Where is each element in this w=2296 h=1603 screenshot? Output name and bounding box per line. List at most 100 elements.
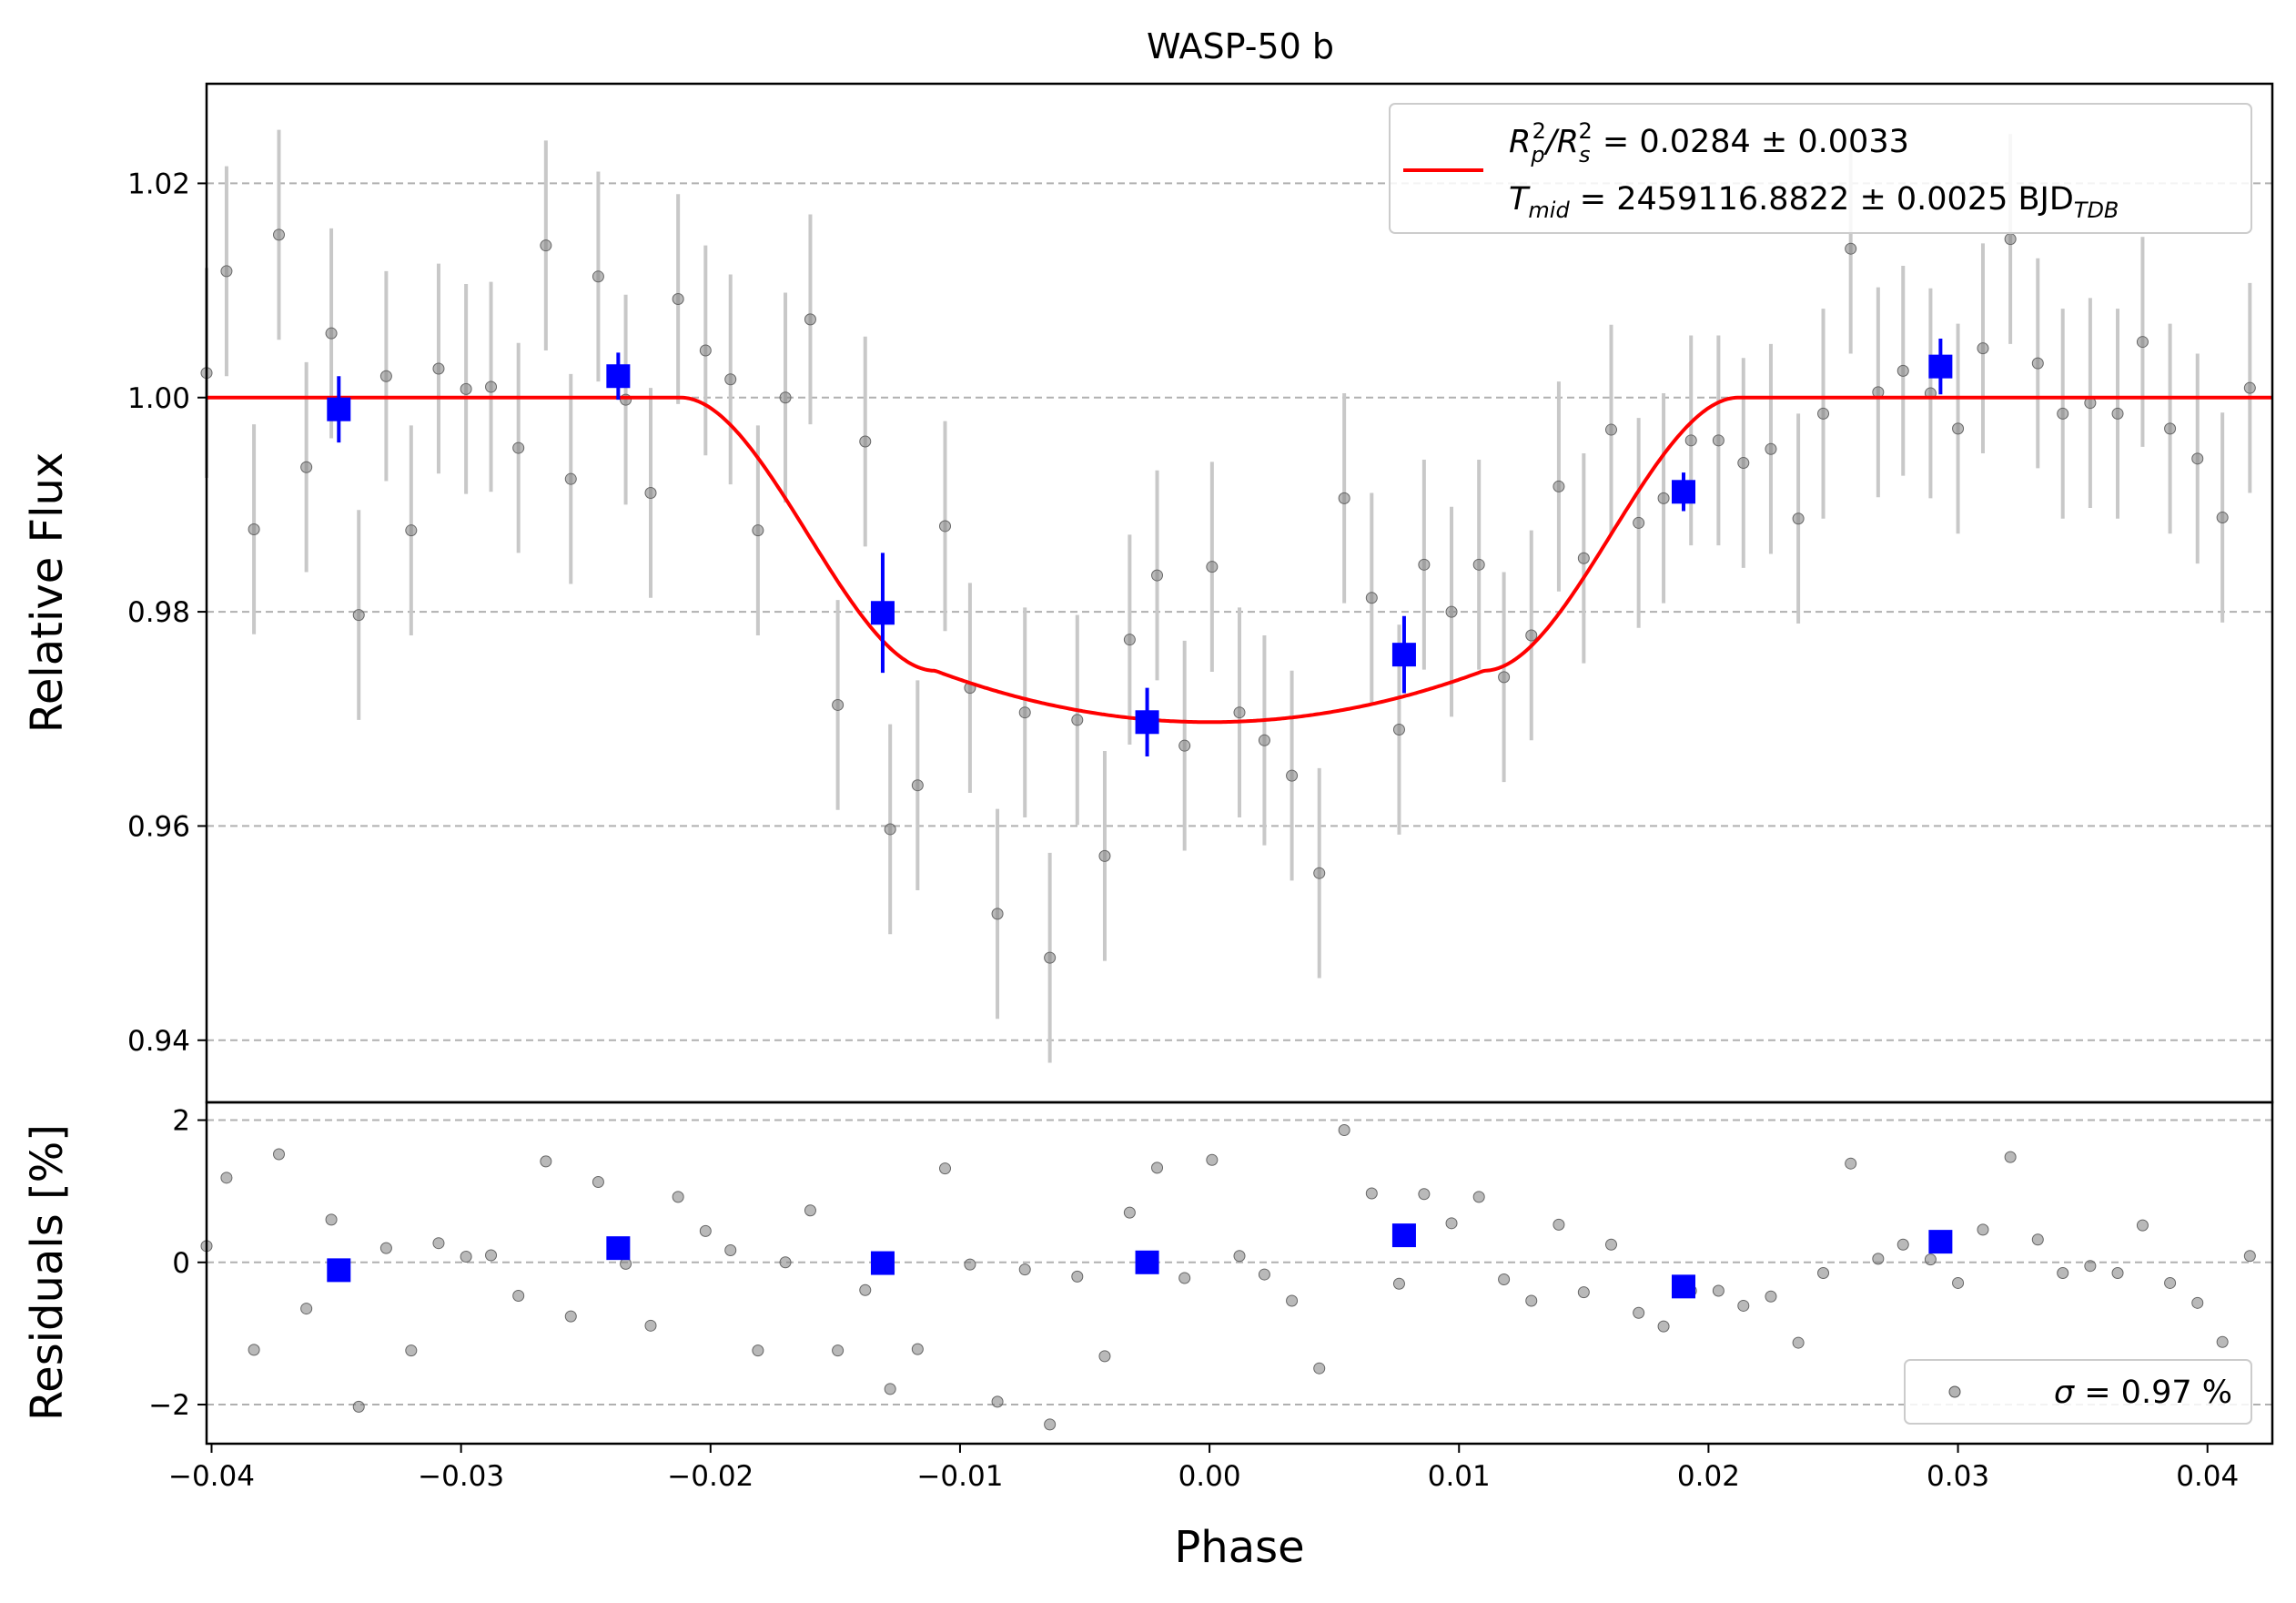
raw-point <box>1445 605 1458 618</box>
raw-point <box>300 461 313 473</box>
residual-point <box>699 1224 712 1237</box>
binned-point <box>1391 643 1416 667</box>
top-legend-box <box>1389 103 2252 234</box>
raw-point <box>512 441 525 454</box>
residual-point <box>352 1400 365 1413</box>
binned-residual-point <box>870 1251 895 1275</box>
residual-point <box>1952 1276 1965 1289</box>
raw-point <box>1977 342 1989 355</box>
x-axis-label: Phase <box>1174 1522 1304 1573</box>
binned-point <box>606 364 631 389</box>
raw-point <box>1604 423 1617 436</box>
raw-point <box>2031 357 2044 370</box>
residual-point <box>1365 1187 1378 1200</box>
residual-point <box>564 1310 577 1323</box>
raw-point <box>2191 452 2204 465</box>
legend-tmid-label: Tmid = 2459116.8822 ± 0.0025 BJDTDB <box>1509 181 2119 223</box>
residual-point <box>1924 1253 1937 1266</box>
raw-point <box>911 779 924 792</box>
x-tick-label: 0.00 <box>1178 1460 1241 1493</box>
raw-point <box>672 293 684 306</box>
residual-point <box>1872 1253 1885 1265</box>
residual-point <box>379 1242 392 1254</box>
x-tick-label: −0.04 <box>168 1460 255 1493</box>
raw-point <box>1178 739 1191 752</box>
residual-point <box>1313 1362 1326 1375</box>
binned-residual-point <box>1928 1230 1953 1254</box>
residual-point <box>991 1395 1004 1408</box>
raw-point <box>352 609 365 622</box>
residual-point <box>752 1344 764 1357</box>
x-tick-label: 0.01 <box>1428 1460 1491 1493</box>
raw-point <box>1712 434 1725 447</box>
raw-point <box>564 472 577 485</box>
raw-point <box>1845 242 1857 255</box>
raw-point <box>1633 516 1645 529</box>
residual-point <box>1233 1250 1246 1263</box>
residual-point <box>2084 1260 2097 1273</box>
residual-point <box>2031 1233 2044 1246</box>
raw-point <box>248 522 260 535</box>
residual-point <box>1765 1290 1777 1303</box>
raw-point <box>1338 492 1350 504</box>
residual-point <box>1206 1153 1219 1166</box>
legend-depth-label: Rp2/Rs2 = 0.0284 ± 0.0033 <box>1509 118 1909 167</box>
raw-point <box>1765 442 1777 455</box>
residual-point <box>1792 1336 1805 1349</box>
residual-point <box>1286 1294 1299 1307</box>
raw-point <box>325 327 338 340</box>
residual-point <box>911 1343 924 1355</box>
raw-point <box>273 228 286 241</box>
residual-point <box>964 1258 976 1271</box>
raw-point <box>1896 364 1909 377</box>
raw-point <box>1258 734 1270 746</box>
residual-point <box>1151 1162 1164 1174</box>
raw-point <box>699 344 712 357</box>
binned-point <box>1671 480 1695 504</box>
raw-point <box>1313 867 1326 879</box>
residual-point <box>1845 1157 1857 1170</box>
raw-point <box>779 391 792 404</box>
residual-point <box>938 1162 951 1175</box>
residual-point <box>2243 1250 2256 1263</box>
residual-point <box>1633 1306 1645 1319</box>
raw-point <box>752 524 764 537</box>
residual-point <box>540 1155 552 1168</box>
x-ticks: −0.04 −0.03 −0.02 −0.01 0.00 0.01 0.02 0.03 0.04 <box>168 1444 2239 1493</box>
bottom-binned-residuals <box>327 1223 1953 1299</box>
raw-point <box>1018 706 1031 719</box>
raw-point <box>1044 951 1057 964</box>
binned-point <box>1135 710 1159 735</box>
raw-point <box>1684 434 1697 447</box>
residual-point <box>2191 1296 2204 1309</box>
binned-residual-point <box>1391 1223 1416 1248</box>
raw-point <box>1952 422 1965 435</box>
residual-point <box>300 1303 313 1315</box>
bottom-y-tick-label: −2 <box>148 1389 190 1422</box>
residual-point <box>1712 1284 1725 1297</box>
residual-point <box>1525 1294 1538 1307</box>
raw-point <box>1286 769 1299 782</box>
bottom-y-axis-label: Residuals [%] <box>22 1124 73 1421</box>
residual-point <box>779 1256 792 1269</box>
raw-point <box>724 373 737 386</box>
residual-point <box>273 1148 286 1161</box>
x-tick-label: −0.02 <box>667 1460 754 1493</box>
bottom-legend: σ = 0.97 % <box>1904 1359 2252 1425</box>
residual-point <box>1418 1188 1431 1201</box>
top-legend: Rp2/Rs2 = 0.0284 ± 0.0033 Tmid = 2459116… <box>1389 103 2252 234</box>
residual-point <box>220 1172 233 1184</box>
residual-point <box>460 1251 472 1263</box>
raw-point <box>432 362 445 375</box>
raw-point <box>644 486 657 499</box>
residual-point <box>1123 1206 1136 1219</box>
residual-point <box>1044 1418 1057 1431</box>
residual-point <box>512 1290 525 1302</box>
residual-point <box>1977 1223 1989 1236</box>
raw-point <box>1737 457 1750 470</box>
bottom-y-ticks: −2 0 2 <box>148 1105 207 1422</box>
residual-point <box>1737 1299 1750 1312</box>
raw-point <box>1577 552 1590 564</box>
residual-point <box>1498 1273 1511 1286</box>
